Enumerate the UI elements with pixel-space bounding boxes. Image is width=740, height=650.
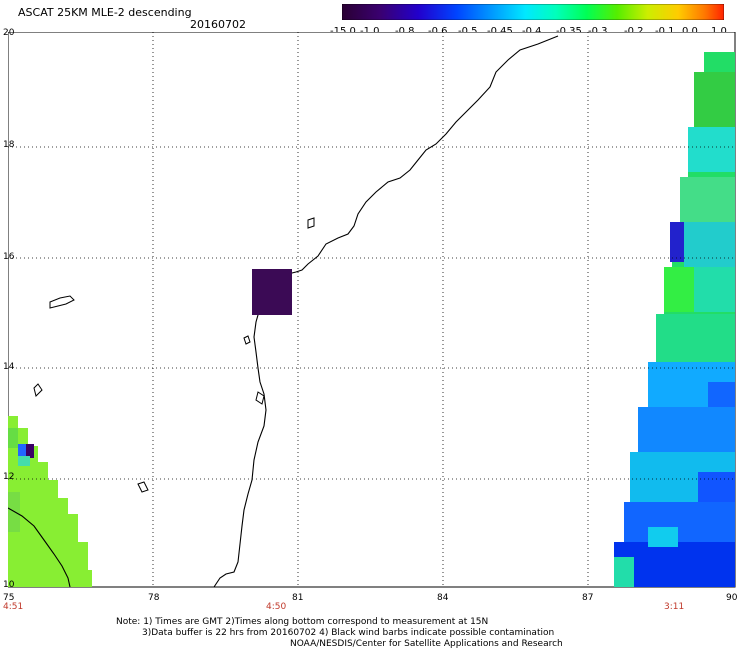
island — [49, 295, 75, 309]
flagged-cell — [252, 269, 292, 315]
swath-right — [614, 52, 735, 587]
coastline-west — [8, 507, 71, 588]
island — [33, 383, 43, 397]
lon-label: 78 — [148, 593, 160, 603]
lat-label: 18 — [3, 140, 15, 150]
map-panel — [8, 32, 736, 588]
coastline — [213, 35, 559, 588]
lat-label: 20 — [3, 28, 15, 38]
lon-label: 84 — [437, 593, 449, 603]
island — [307, 217, 315, 229]
note-line-3: NOAA/NESDIS/Center for Satellite Applica… — [290, 639, 563, 649]
lat-label: 12 — [3, 472, 15, 482]
time-label: 4:50 — [266, 602, 287, 612]
colorbar — [342, 4, 724, 20]
map-frame — [8, 32, 736, 588]
note-line-2: 3)Data buffer is 22 hrs from 20160702 4)… — [142, 628, 555, 638]
time-label: 4:51 — [3, 602, 24, 612]
product-title: ASCAT 25KM MLE-2 descending — [18, 6, 192, 19]
lon-label: 87 — [582, 593, 594, 603]
lon-label: 90 — [726, 593, 738, 603]
island — [255, 391, 265, 405]
island — [137, 481, 149, 493]
lat-label: 14 — [3, 362, 15, 372]
lon-label: 81 — [292, 593, 304, 603]
island — [243, 335, 251, 345]
lon-label: 75 — [3, 593, 15, 603]
product-date: 20160702 — [190, 18, 246, 31]
lat-label: 10 — [3, 580, 15, 590]
note-line-1: Note: 1) Times are GMT 2)Times along bot… — [116, 617, 489, 627]
graticule — [8, 32, 735, 587]
swath-left — [8, 416, 92, 587]
time-label: 3:11 — [664, 602, 685, 612]
lat-label: 16 — [3, 252, 15, 262]
